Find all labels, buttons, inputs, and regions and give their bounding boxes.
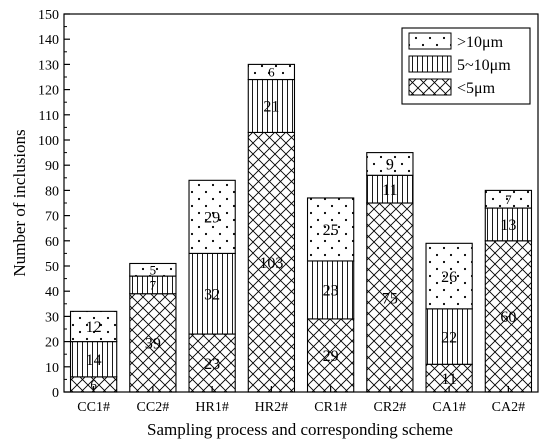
bar-hr1-10-m [188,179,236,254]
data-label-hr1-10-m: 29 [204,210,220,227]
legend-label-5-m: <5μm [457,80,496,97]
y-tick-label: 60 [45,235,59,250]
data-label-hr2-5-10-m: 21 [263,99,279,116]
y-tick-label: 110 [39,109,59,124]
y-tick-label: 100 [38,134,59,149]
legend-swatch-10-m [408,32,452,50]
y-tick-label: 90 [45,159,59,174]
bar-hr2-5-10-m [247,78,296,133]
bar-ca2-10-m [484,189,533,209]
data-label-ca1-10-m: 26 [441,269,457,286]
data-label-cc1-10-m: 12 [86,319,102,336]
data-label-ca1-5-m: 11 [441,371,456,388]
y-tick-label: 50 [45,260,59,275]
bar-cr2-5-10-m [366,174,414,204]
data-label-cc1-5-10-m: 14 [86,352,102,369]
x-axis-label: Sampling process and corresponding schem… [147,420,453,439]
bar-cr2-5-m [366,202,414,393]
x-tick-label: CA2# [492,400,525,415]
bar-ca2-5-10-m [484,207,533,242]
bar-cc2-10-m [129,262,177,277]
y-tick-label: 130 [38,58,59,73]
y-tick-label: 10 [45,361,59,376]
y-tick-label: 140 [38,33,59,48]
bar-ca1-5-10-m [425,308,473,365]
y-axis-label: Number of inclusions [10,129,29,276]
y-tick-label: 20 [45,336,59,351]
data-label-ca2-5-10-m: 13 [500,217,516,234]
data-label-cc2-5-10-m: 7 [150,278,157,293]
data-label-ca2-5-m: 60 [500,309,516,326]
bar-cc2-5-m [129,293,177,393]
x-tick-label: CR1# [314,400,347,415]
y-tick-label: 120 [38,84,59,99]
x-tick-label: CR2# [374,400,407,415]
legend: >10μm 5~10μm <5μm [401,27,531,105]
y-tick-label: 0 [52,386,59,401]
y-tick-label: 150 [38,8,59,23]
legend-label-10-m: >10μm [457,34,504,51]
data-label-cr1-5-10-m: 23 [323,283,339,300]
bar-cc1-5-10-m [69,341,118,378]
data-label-hr1-5-m: 23 [204,356,220,373]
bar-hr2-10-m [247,63,296,81]
legend-swatch-5-10-m [408,55,452,73]
data-label-cr1-5-m: 29 [323,348,339,365]
data-label-cc2-5-m: 39 [145,336,161,353]
bar-cr2-10-m [366,152,414,176]
data-label-cr1-10-m: 25 [323,222,339,239]
legend-label-5-10-m: 5~10μm [457,57,511,74]
legend-swatch-5-m [408,78,452,96]
bar-labels-group: 6141239752332291032162923257511911222660… [86,65,517,392]
data-label-cr2-5-m: 75 [382,290,398,307]
x-tick-label: HR2# [255,400,288,415]
data-label-ca1-5-10-m: 22 [441,329,457,346]
data-label-cc2-10-m: 5 [150,262,157,277]
data-label-hr1-5-10-m: 32 [204,286,220,303]
x-tick-label: CC1# [77,400,110,415]
bar-cr1-10-m [306,197,355,262]
y-tick-label: 30 [45,310,59,325]
data-label-cr2-5-10-m: 11 [382,182,397,199]
bars-group [69,63,533,393]
x-axis: CC1# CC2# HR1# HR2# CR1# CR2# CA1# CA2# [77,386,525,415]
y-tick-label: 40 [45,285,59,300]
data-label-ca2-10-m: 7 [505,192,512,207]
data-label-cr2-10-m: 9 [386,157,394,174]
y-axis: 0 10 20 30 40 50 60 70 80 90 100 110 120 130 140 150 [38,8,70,401]
x-tick-label: CC2# [137,400,170,415]
y-tick-label: 80 [45,184,59,199]
data-label-cc1-5-m: 6 [90,377,97,392]
bar-cc1-10-m [69,310,118,343]
y-tick-label: 70 [45,210,59,225]
data-label-hr2-5-m: 103 [259,255,283,272]
bar-cr1-5-10-m [306,260,355,320]
bar-ca2-5-m [484,240,533,393]
data-label-hr2-10-m: 6 [268,65,275,80]
x-tick-label: CA1# [432,400,465,415]
x-tick-label: HR1# [195,400,228,415]
bar-ca1-10-m [425,242,473,310]
